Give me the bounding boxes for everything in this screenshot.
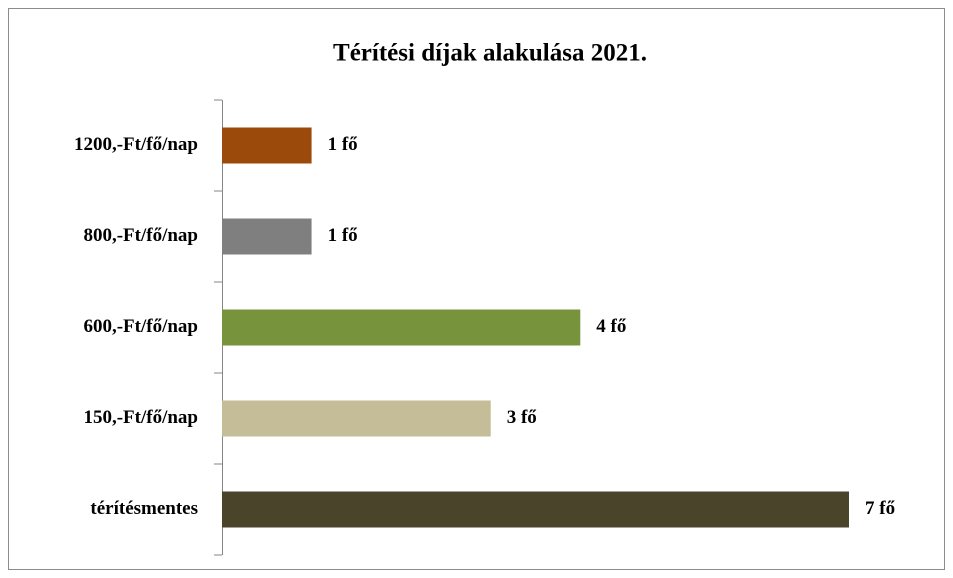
data-label: 7 fő — [865, 498, 895, 519]
bar — [222, 309, 581, 346]
y-tick-label: 600,-Ft/fő/nap — [83, 316, 198, 337]
bar — [222, 400, 491, 437]
data-label: 4 fő — [596, 316, 626, 337]
bar — [222, 127, 312, 164]
data-label: 1 fő — [328, 134, 358, 155]
data-label: 3 fő — [507, 407, 537, 428]
y-tick-label: 150,-Ft/fő/nap — [83, 407, 198, 428]
chart-title: Térítési díjak alakulása 2021. — [333, 40, 647, 67]
y-tick-label: térítésmentes — [90, 498, 198, 519]
y-tick-label: 800,-Ft/fő/nap — [83, 225, 198, 246]
data-label: 1 fő — [328, 225, 358, 246]
y-tick-label: 1200,-Ft/fő/nap — [74, 134, 198, 155]
bar — [222, 218, 312, 255]
chart-frame — [8, 8, 945, 570]
bar — [222, 491, 849, 528]
